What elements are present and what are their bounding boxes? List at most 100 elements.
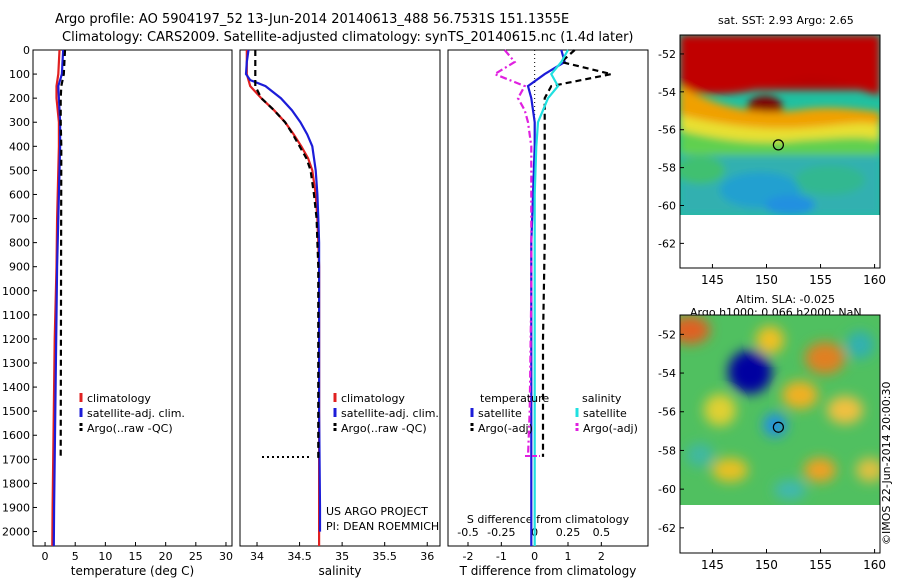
- x-tick-label: 35: [335, 550, 349, 563]
- s-tick-label: 0.5: [593, 526, 611, 539]
- map-y-tick-label: -52: [658, 48, 676, 61]
- legend-title-salinity: salinity: [582, 392, 622, 405]
- y-tick-label: 1500: [2, 405, 30, 418]
- series-line: [52, 49, 65, 547]
- legend-entry: climatology: [87, 392, 151, 405]
- y-tick-label: 100: [9, 68, 30, 81]
- series-line: [492, 49, 533, 457]
- s-tick-label: 0.25: [556, 526, 581, 539]
- legend-title-temperature: temperature: [480, 392, 549, 405]
- sla-map-title: Altim. SLA: -0.025: [736, 293, 836, 306]
- legend-entry: satellite: [583, 407, 627, 420]
- pi-annotation: PI: DEAN ROEMMICH: [326, 520, 439, 533]
- sst-map: [680, 35, 880, 268]
- x-tick-label: 15: [129, 550, 143, 563]
- map-y-tick-label: -54: [658, 86, 676, 99]
- series-line: [533, 49, 569, 546]
- legend-entry: Argo(..raw -QC): [341, 422, 427, 435]
- map-y-tick-label: -56: [658, 124, 676, 137]
- argo-location-marker: [772, 139, 784, 151]
- x-tick-label: 10: [98, 550, 112, 563]
- x-axis-label: T difference from climatology: [459, 564, 637, 578]
- x-axis-label: temperature (deg C): [71, 564, 194, 578]
- plot-frame-1: [239, 49, 441, 547]
- series-line: [526, 49, 566, 546]
- imos-credit: ©IMOS 22-Jun-2014 20:00:30: [880, 381, 893, 545]
- y-tick-label: 200: [9, 92, 30, 105]
- map-x-tick-label: 160: [863, 273, 886, 287]
- map-y-tick-label: -58: [658, 444, 676, 457]
- y-tick-label: 1600: [2, 429, 30, 442]
- map-x-tick-label: 145: [701, 558, 724, 572]
- x-tick-label: 0: [42, 550, 49, 563]
- map-x-tick-label: 145: [701, 273, 724, 287]
- header-line-1: Argo profile: AO 5904197_52 13-Jun-2014 …: [55, 12, 570, 27]
- y-tick-label: 1300: [2, 357, 30, 370]
- series-line: [541, 49, 612, 457]
- y-tick-label: 300: [9, 116, 30, 129]
- plot-frame-0: [32, 49, 233, 547]
- y-tick-label: 1200: [2, 333, 30, 346]
- y-tick-label: 800: [9, 237, 30, 250]
- map-x-tick-label: 155: [809, 558, 832, 572]
- y-tick-label: 1900: [2, 501, 30, 514]
- x-tick-label: 5: [72, 550, 79, 563]
- x-tick-label: 36: [420, 550, 434, 563]
- series-line: [254, 50, 320, 460]
- legend-entry: satellite-adj. clim.: [87, 407, 185, 420]
- y-tick-label: 2000: [2, 526, 30, 539]
- sst-map-title: sat. SST: 2.93 Argo: 2.65: [718, 14, 854, 27]
- y-tick-label: 500: [9, 164, 30, 177]
- x-tick-label: -2: [463, 550, 474, 563]
- map-x-tick-label: 160: [863, 558, 886, 572]
- x-tick-label: 0: [531, 550, 538, 563]
- map-x-tick-label: 150: [755, 273, 778, 287]
- legend-entry: Argo(-adj): [583, 422, 638, 435]
- header-line-2: Climatology: CARS2009. Satellite-adjuste…: [62, 30, 634, 45]
- map-frame-1: [679, 314, 881, 554]
- map-y-tick-label: -54: [658, 367, 676, 380]
- map-y-tick-label: -62: [658, 237, 676, 250]
- y-tick-label: 1100: [2, 309, 30, 322]
- sla-map: [680, 315, 880, 553]
- s-tick-label: -0.5: [457, 526, 478, 539]
- y-tick-label: 0: [23, 44, 30, 57]
- map-frame-0: [679, 34, 881, 269]
- x-tick-label: 25: [189, 550, 203, 563]
- legend-entry: Argo(-adj): [478, 422, 533, 435]
- plot-frame-2: [447, 49, 649, 547]
- x-tick-label: 34.5: [287, 550, 312, 563]
- x-tick-label: 35.5: [372, 550, 397, 563]
- y-tick-label: 1400: [2, 381, 30, 394]
- argo-location-marker: [772, 421, 784, 433]
- map-y-tick-label: -62: [658, 522, 676, 535]
- map-y-tick-label: -58: [658, 162, 676, 175]
- x-tick-label: 34: [250, 550, 264, 563]
- x-tick-label: 20: [159, 550, 173, 563]
- s-axis-label: S difference from climatology: [467, 513, 630, 526]
- map-y-tick-label: -56: [658, 406, 676, 419]
- y-tick-label: 1000: [2, 285, 30, 298]
- y-tick-label: 900: [9, 261, 30, 274]
- legend-entry: satellite-adj. clim.: [341, 407, 439, 420]
- legend-entry: satellite: [478, 407, 522, 420]
- x-tick-label: -1: [496, 550, 507, 563]
- x-tick-label: 30: [219, 550, 233, 563]
- y-tick-label: 1700: [2, 453, 30, 466]
- map-x-tick-label: 150: [755, 558, 778, 572]
- y-tick-label: 400: [9, 140, 30, 153]
- s-tick-label: -0.25: [487, 526, 515, 539]
- legend-entry: climatology: [341, 392, 405, 405]
- y-tick-label: 600: [9, 188, 30, 201]
- map-y-tick-label: -60: [658, 483, 676, 496]
- legend-entry: Argo(..raw -QC): [87, 422, 173, 435]
- x-tick-label: 1: [565, 550, 572, 563]
- series-line: [244, 49, 322, 532]
- map-y-tick-label: -52: [658, 328, 676, 341]
- map-x-tick-label: 155: [809, 273, 832, 287]
- project-annotation: US ARGO PROJECT: [326, 505, 428, 518]
- y-tick-label: 1800: [2, 477, 30, 490]
- x-tick-label: 2: [598, 550, 605, 563]
- map-y-tick-label: -60: [658, 199, 676, 212]
